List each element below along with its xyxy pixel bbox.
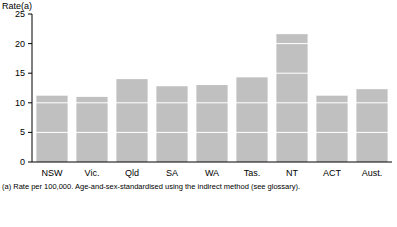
x-tick-label: SA	[166, 168, 178, 178]
x-tick-label: Qld	[125, 168, 139, 178]
x-tick-label: WA	[205, 168, 219, 178]
x-tick-label: NT	[286, 168, 298, 178]
bar	[116, 79, 147, 162]
grid-line	[32, 14, 392, 15]
y-tick	[28, 43, 32, 44]
bar	[236, 77, 267, 162]
y-tick-label: 5	[20, 127, 25, 137]
grid-line	[32, 132, 392, 133]
bar	[276, 34, 307, 162]
y-axis	[32, 14, 33, 162]
y-tick	[28, 102, 32, 103]
chart: Rate(a)NSWVic.QldSAWATas.NTACTAust.05101…	[0, 0, 397, 227]
grid-line	[32, 73, 392, 74]
y-tick	[28, 132, 32, 133]
bar	[76, 97, 107, 162]
y-tick-label: 10	[15, 98, 25, 108]
y-tick-label: 20	[15, 39, 25, 49]
y-tick	[28, 73, 32, 74]
x-tick-label: ACT	[323, 168, 342, 178]
y-tick	[28, 162, 32, 163]
bar	[356, 89, 387, 162]
bar	[196, 85, 227, 162]
x-tick-label: NSW	[42, 168, 64, 178]
bar	[316, 96, 347, 162]
x-tick-label: Vic.	[85, 168, 100, 178]
bars	[32, 14, 392, 162]
bar	[36, 96, 67, 162]
x-tick-label: Tas.	[244, 168, 261, 178]
y-tick-label: 0	[20, 157, 25, 167]
y-tick-label: 15	[15, 68, 25, 78]
x-tick-label: Aust.	[362, 168, 383, 178]
footnote: (a) Rate per 100,000. Age-and-sex-standa…	[2, 182, 300, 191]
grid-line	[32, 43, 392, 44]
y-tick-label: 25	[15, 9, 25, 19]
bar	[156, 86, 187, 162]
grid-line	[32, 102, 392, 103]
x-axis	[32, 162, 392, 163]
y-tick	[28, 14, 32, 15]
